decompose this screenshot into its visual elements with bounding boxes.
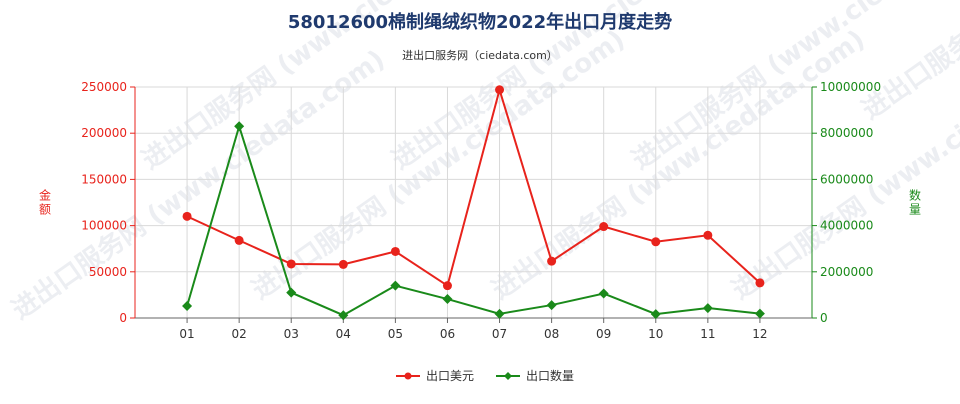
- x-tick-label: 05: [388, 327, 403, 341]
- y-axis-right-label: 数量: [909, 188, 921, 217]
- data-point-1: [182, 211, 192, 221]
- legend: 出口美元 出口数量: [396, 368, 574, 383]
- data-point-1: [234, 235, 244, 245]
- legend-label: 出口美元: [426, 369, 474, 383]
- y-left-tick-label: 50000: [89, 265, 127, 279]
- series-layer: [182, 85, 765, 321]
- y-left-tick-label: 0: [119, 311, 127, 325]
- x-tick-label: 08: [544, 327, 559, 341]
- data-point-2: [234, 121, 245, 132]
- data-point-2: [390, 280, 401, 291]
- data-point-2: [494, 308, 505, 319]
- y-right-tick-label: 8000000: [820, 126, 873, 140]
- x-tick-label: 04: [336, 327, 351, 341]
- data-point-1: [703, 230, 713, 240]
- data-point-2: [286, 287, 297, 298]
- legend-marker: [404, 372, 412, 380]
- data-point-1: [547, 256, 557, 266]
- data-point-2: [182, 300, 193, 311]
- series-line-1: [186, 86, 761, 288]
- x-tick-label: 11: [700, 327, 715, 341]
- x-tick-label: 03: [284, 327, 299, 341]
- data-point-2: [702, 303, 713, 314]
- legend-label: 出口数量: [526, 368, 574, 383]
- x-tick-label: 12: [752, 327, 767, 341]
- y-axis-left-label-char: 金: [39, 188, 51, 203]
- series-line-2: [186, 122, 761, 317]
- y-right-tick-label: 10000000: [820, 80, 881, 94]
- chart-subtitle: 进出口服务网（ciedata.com）: [402, 48, 558, 62]
- x-tick-label: 06: [440, 327, 455, 341]
- data-point-2: [598, 288, 609, 299]
- x-tick-label: 01: [179, 327, 194, 341]
- legend-marker: [504, 372, 512, 380]
- data-point-2: [338, 310, 349, 321]
- data-point-2: [546, 300, 557, 311]
- y-right-tick-label: 2000000: [820, 265, 873, 279]
- data-point-1: [390, 246, 400, 256]
- x-tick-label: 02: [232, 327, 247, 341]
- y-axis-right-label-char: 量: [909, 203, 921, 217]
- axes: 0 50000 100000 150000 200000 250000 0 2000000 40…: [39, 80, 921, 341]
- y-left-tick-label: 200000: [81, 126, 127, 140]
- data-point-1: [495, 85, 505, 95]
- y-right-tick-label: 4000000: [820, 219, 873, 233]
- data-point-1: [755, 278, 765, 288]
- chart-title: 58012600棉制绳绒织物2022年出口月度走势: [288, 11, 672, 33]
- x-tick-label: 10: [648, 327, 663, 341]
- data-point-2: [650, 309, 661, 320]
- data-point-1: [442, 281, 452, 291]
- y-axis-right-label-char: 数: [909, 188, 921, 203]
- data-point-1: [338, 259, 348, 269]
- x-tick-label: 09: [596, 327, 611, 341]
- y-left-tick-label: 250000: [81, 80, 127, 94]
- data-point-1: [651, 237, 661, 247]
- y-axis-left-label: 金额: [39, 188, 51, 217]
- y-right-tick-label: 0: [820, 311, 828, 325]
- data-point-1: [599, 222, 609, 232]
- watermark-text: 进出口服务网 (www.ciedata.com): [857, 0, 960, 126]
- data-point-2: [754, 308, 765, 319]
- legend-item-1: 出口美元: [396, 369, 474, 383]
- y-left-tick-label: 150000: [81, 172, 127, 186]
- y-axis-left-label-char: 额: [39, 203, 51, 217]
- y-left-tick-label: 100000: [81, 219, 127, 233]
- data-point-2: [442, 294, 453, 305]
- data-point-1: [286, 259, 296, 269]
- legend-item-2: 出口数量: [496, 368, 574, 383]
- x-tick-label: 07: [492, 327, 507, 341]
- y-right-tick-label: 6000000: [820, 172, 873, 186]
